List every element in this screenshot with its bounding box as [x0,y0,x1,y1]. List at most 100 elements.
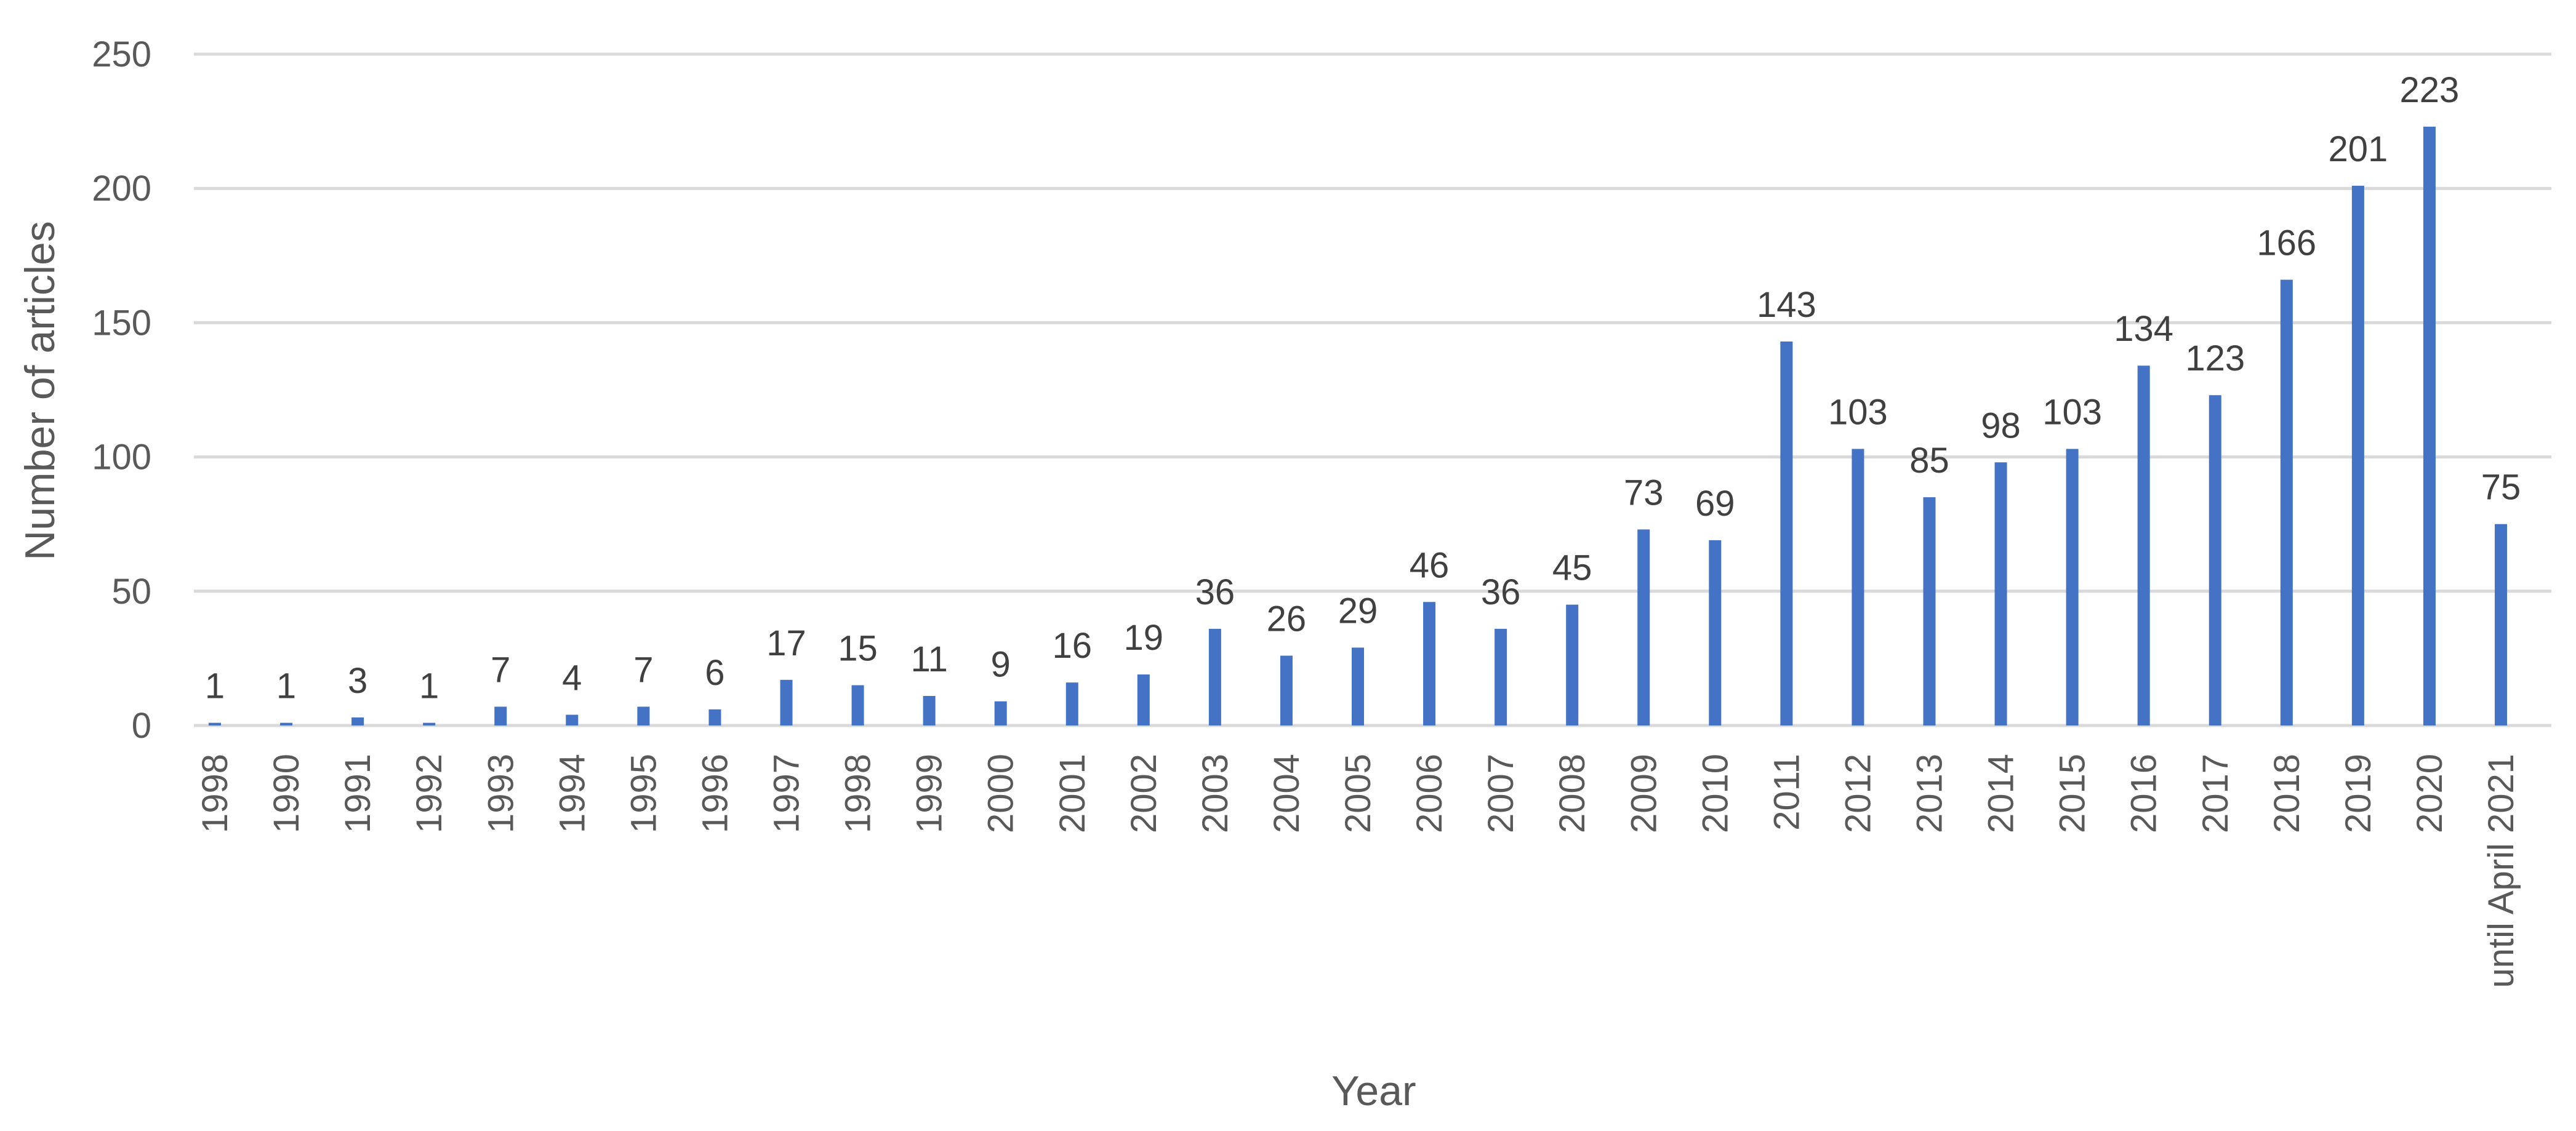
data-label: 19 [1124,618,1164,658]
bar [1137,674,1150,725]
y-tick-label: 250 [92,34,151,74]
y-tick-label: 50 [111,572,151,612]
x-tick-label: 2000 [981,754,1021,833]
data-label: 98 [1981,406,2021,446]
gridlines [194,52,2551,727]
data-label: 6 [705,653,724,693]
bar [923,695,936,725]
x-tick-label: 2004 [1267,754,1307,833]
x-tick-label: 1998 [838,754,878,833]
bar [2423,126,2436,725]
data-label: 134 [2114,309,2173,349]
x-tick-label: 1993 [481,754,521,833]
x-tick-label: 2006 [1410,754,1450,833]
bars [209,126,2507,725]
data-label: 3 [348,661,367,701]
x-tick-label: 2016 [2124,754,2164,833]
bar [1852,449,1864,725]
y-tick-label: 0 [132,706,151,746]
bar [351,717,364,725]
x-tick-label: 1992 [409,754,449,833]
x-tick-label: 1991 [338,754,378,833]
bar [1994,462,2007,725]
x-tick-label: 1990 [267,754,307,833]
x-tick-label: 2019 [2338,754,2378,833]
data-label: 15 [838,629,878,669]
bar [780,679,793,725]
x-tick-label: 1996 [695,754,735,833]
data-label: 1 [276,666,296,706]
x-tick-label: until April 2021 [2481,754,2521,988]
data-label: 123 [2185,338,2245,378]
bar [994,701,1007,725]
x-tick-label: 1995 [624,754,664,833]
bar [1566,604,1579,725]
data-label: 1 [419,666,439,706]
x-tick-label: 2010 [1695,754,1735,833]
bar [1495,628,1507,725]
data-label: 73 [1624,473,1664,513]
data-label: 69 [1695,484,1735,524]
bar [637,706,650,725]
bar [1637,529,1650,725]
bar [209,722,221,725]
x-tick-label: 2018 [2267,754,2307,833]
x-tick-label: 2017 [2196,754,2236,833]
x-axis-ticks: 1998 1990 1991 1992 1993 1994 1995 1996 1997 1998… [195,754,2521,988]
data-label: 103 [1828,393,1888,433]
data-label: 26 [1267,599,1307,639]
x-tick-label: 2012 [1838,754,1878,833]
bar [1352,647,1364,725]
data-label: 46 [1410,545,1450,585]
bar [423,722,436,725]
x-tick-label: 2009 [1624,754,1664,833]
bar [280,722,293,725]
x-tick-label: 2003 [1195,754,1235,833]
data-label: 143 [1757,285,1816,325]
x-tick-label: 2014 [1981,754,2021,833]
x-tick-label: 2011 [1767,754,1807,831]
data-label: 7 [633,650,653,690]
x-tick-label: 2020 [2410,754,2450,833]
data-label: 103 [2042,393,2102,433]
data-label: 223 [2400,70,2460,110]
data-label: 7 [491,650,510,690]
data-label: 36 [1481,572,1521,612]
x-tick-label: 1998 [195,754,235,833]
data-label: 36 [1195,572,1235,612]
bar [1208,628,1221,725]
data-label: 75 [2481,468,2521,508]
data-label: 201 [2328,129,2388,169]
data-label: 11 [911,639,948,679]
bar [1280,655,1293,725]
x-tick-label: 1997 [767,754,807,833]
x-tick-label: 1999 [910,754,950,833]
y-tick-label: 200 [92,169,151,209]
bar [708,709,721,725]
bar [1423,602,1436,725]
bar [2495,524,2507,725]
x-tick-label: 2015 [2053,754,2093,833]
bar [566,714,579,725]
data-label: 4 [562,658,582,698]
x-tick-label: 2005 [1338,754,1378,833]
data-label: 166 [2257,223,2316,263]
bar [494,706,507,725]
x-tick-label: 2001 [1053,754,1093,833]
x-tick-label: 2013 [1910,754,1950,833]
data-label: 9 [991,645,1011,685]
bar [1923,497,1936,725]
bar [1780,341,1793,725]
bar [2351,185,2364,725]
bar [851,685,864,725]
x-tick-label: 2008 [1552,754,1592,833]
x-tick-label: 2007 [1481,754,1521,833]
y-tick-label: 150 [92,303,151,343]
bar [2209,395,2221,725]
bar [2066,449,2079,725]
data-label: 85 [1909,441,1949,481]
bar [2137,366,2150,725]
x-tick-label: 1994 [552,754,592,833]
data-label: 16 [1052,626,1092,666]
